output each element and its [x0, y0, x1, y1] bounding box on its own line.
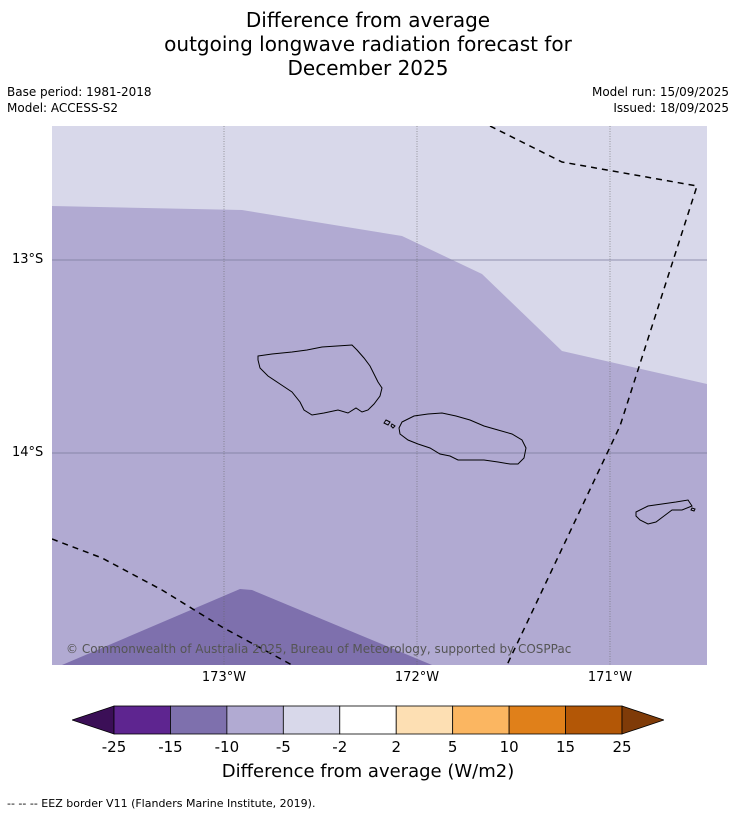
eez-footnote: -- -- -- EEZ border V11 (Flanders Marine… [7, 797, 316, 810]
colorbar-tick-label: -10 [214, 738, 240, 756]
manono-island [383, 419, 391, 426]
meta-right: Model run: 15/09/2025 Issued: 18/09/2025 [592, 84, 729, 116]
upolu-island [398, 412, 527, 465]
base-period: Base period: 1981-2018 [7, 85, 152, 99]
colorbar-tick-label: -15 [158, 738, 183, 756]
colorbar-swatch [565, 705, 623, 735]
colorbar [70, 704, 666, 740]
colorbar-tick-label: 10 [499, 738, 519, 756]
colorbar-swatch [113, 705, 171, 735]
colorbar-extend-high [621, 705, 666, 735]
aunuu-island [690, 507, 696, 512]
colorbar-extend-low [70, 705, 115, 735]
colorbar-tick-label: 15 [556, 738, 576, 756]
eez-border-southwest [52, 538, 293, 665]
map-canvas [52, 126, 707, 665]
colorbar-tick-label: -25 [101, 738, 127, 756]
colorbar-tick-label: -2 [332, 738, 348, 756]
colorbar-label: Difference from average (W/m2) [221, 761, 515, 782]
colorbar-swatch [395, 705, 454, 735]
colorbar-swatch [452, 705, 510, 735]
model-run: Model run: 15/09/2025 [591, 85, 729, 99]
model-name: Model: ACCESS-S2 [7, 101, 119, 115]
anomaly-region-dark [62, 589, 432, 665]
lat-label-14s: 14°S [12, 445, 44, 460]
colorbar-swatches [70, 705, 666, 735]
lon-label-172w: 172°W [394, 670, 440, 685]
anomaly-region-medium [52, 206, 707, 665]
map-panel[interactable] [52, 126, 707, 665]
title-line-2: outgoing longwave radiation forecast for [164, 32, 572, 56]
colorbar-swatch [170, 705, 228, 735]
parallels [52, 259, 707, 454]
title-line-1: Difference from average [245, 8, 491, 32]
title-line-3: December 2025 [287, 56, 449, 80]
colorbar-swatch [226, 705, 284, 735]
copyright-notice: © Commonwealth of Australia 2025, Bureau… [66, 642, 572, 656]
colorbar-swatch [339, 705, 397, 735]
coastlines [257, 344, 696, 525]
apolima-island [390, 423, 396, 429]
savaii-island [257, 344, 383, 416]
eez-border [52, 126, 698, 665]
colorbar-tick-label: 2 [391, 738, 401, 756]
lon-label-173w: 173°W [201, 670, 247, 685]
issued-date: Issued: 18/09/2025 [613, 101, 729, 115]
lat-label-13s: 13°S [12, 252, 44, 267]
lon-label-171w: 171°W [587, 670, 633, 685]
colorbar-tick-label: 5 [447, 738, 458, 756]
map-title: Difference from average outgoing longwav… [0, 8, 736, 80]
tutuila-island [635, 499, 693, 525]
meta-left: Base period: 1981-2018 Model: ACCESS-S2 [7, 84, 152, 116]
colorbar-swatch [282, 705, 341, 735]
colorbar-swatch [508, 705, 566, 735]
colorbar-tick-label: -5 [275, 738, 291, 756]
colorbar-tick-label: 25 [612, 738, 632, 756]
